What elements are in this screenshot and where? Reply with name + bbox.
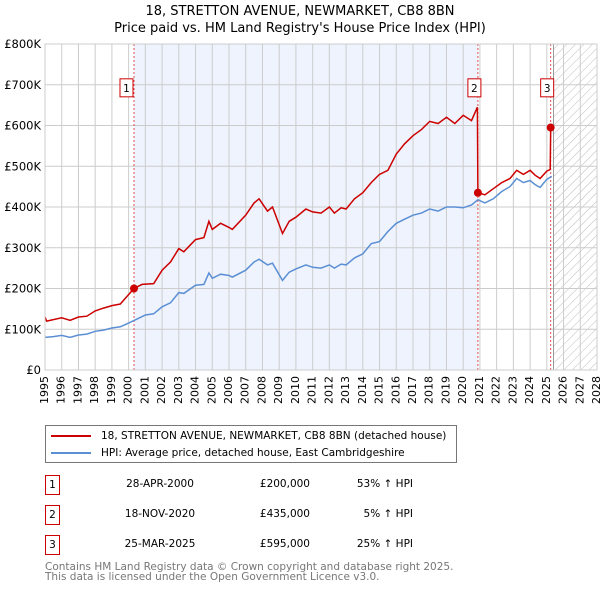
chart-subtitle: Price paid vs. HM Land Registry's House … [114,21,486,36]
transaction-row: 1 28-APR-2000 £200,000 53% ↑ HPI [45,475,465,495]
x-tick-label: 1997 [71,376,84,404]
x-tick-label: 2022 [490,376,503,404]
legend-item-hpi: HPI: Average price, detached house, East… [51,445,405,461]
y-tick-label: £300K [4,241,41,255]
legend: 18, STRETTON AVENUE, NEWMARKET, CB8 8BN … [45,425,457,463]
footer-copyright: Contains HM Land Registry data © Crown c… [45,561,454,573]
x-tick-label: 2000 [122,376,135,404]
marker-box [540,78,555,98]
chart-title: 18, STRETTON AVENUE, NEWMARKET, CB8 8BN [145,4,455,19]
x-tick-label: 2024 [523,376,536,404]
legend-swatch-blue [51,452,91,454]
plot-border [44,43,598,371]
transaction-price: £200,000 [259,478,310,490]
series-line [44,175,553,339]
transaction-price: £435,000 [259,508,310,520]
y-tick-label: £100K [4,322,41,336]
x-tick-label: 2004 [189,376,202,404]
transaction-number: 1 [45,475,60,495]
transaction-hpi: 25% ↑ HPI [356,538,413,550]
legend-swatch-red [51,435,91,437]
x-tick-label: 2023 [506,376,519,404]
x-tick-label: 2003 [172,376,185,404]
legend-item-property: 18, STRETTON AVENUE, NEWMARKET, CB8 8BN … [51,428,446,444]
sale-point [473,188,482,197]
transaction-date: 25-MAR-2025 [124,538,196,550]
transaction-hpi: 53% ↑ HPI [356,478,413,490]
transaction-row: 2 18-NOV-2020 £435,000 5% ↑ HPI [45,505,465,525]
y-tick-label: £800K [4,37,41,51]
x-tick-label: 2025 [540,376,553,404]
x-tick-label: 2015 [373,376,386,404]
y-tick-label: £700K [4,78,41,92]
transaction-number: 2 [45,505,60,525]
marker-label: 2 [471,83,478,95]
sale-point [129,284,138,293]
transaction-date: 28-APR-2000 [126,478,194,490]
series-line [44,106,552,322]
x-tick-label: 2027 [573,376,586,404]
transaction-price: £595,000 [259,538,310,550]
x-tick-label: 2016 [389,376,402,404]
x-tick-label: 2017 [406,376,419,404]
x-tick-label: 2020 [456,376,469,404]
x-tick-label: 1998 [88,376,101,404]
x-tick-label: 2028 [590,376,600,404]
x-tick-label: 1995 [38,376,51,404]
x-tick-label: 2006 [222,376,235,404]
marker-box [119,78,134,98]
y-tick-label: £500K [4,159,41,173]
x-tick-label: 2009 [272,376,285,404]
x-tick-label: 2021 [473,376,486,404]
x-tick-label: 1996 [55,376,68,404]
x-tick-label: 2002 [155,376,168,404]
x-tick-label: 1999 [105,376,118,404]
sale-point [546,123,555,132]
y-tick-label: £200K [4,282,41,296]
x-tick-label: 2008 [255,376,268,404]
y-tick-label: £400K [4,200,41,214]
marker-box [467,78,482,98]
y-tick-label: £600K [4,119,41,133]
x-tick-label: 2019 [439,376,452,404]
x-tick-label: 2005 [205,376,218,404]
marker-label: 3 [544,83,551,95]
x-tick-label: 2018 [423,376,436,404]
transaction-hpi: 5% ↑ HPI [363,508,413,520]
marker-label: 1 [123,83,130,95]
y-tick-label: £0 [26,363,41,377]
x-tick-label: 2014 [356,376,369,404]
x-tick-label: 2001 [138,376,151,404]
x-tick-label: 2010 [289,376,302,404]
x-tick-label: 2026 [557,376,570,404]
footer-licence: This data is licensed under the Open Gov… [45,571,380,583]
x-tick-label: 2007 [239,376,252,404]
transaction-row: 3 25-MAR-2025 £595,000 25% ↑ HPI [45,535,465,555]
legend-label: HPI: Average price, detached house, East… [101,447,405,459]
x-tick-label: 2012 [322,376,335,404]
x-tick-label: 2013 [339,376,352,404]
transaction-number: 3 [45,535,60,555]
x-tick-label: 2011 [306,376,319,404]
transaction-date: 18-NOV-2020 [124,508,196,520]
legend-label: 18, STRETTON AVENUE, NEWMARKET, CB8 8BN … [101,430,447,442]
